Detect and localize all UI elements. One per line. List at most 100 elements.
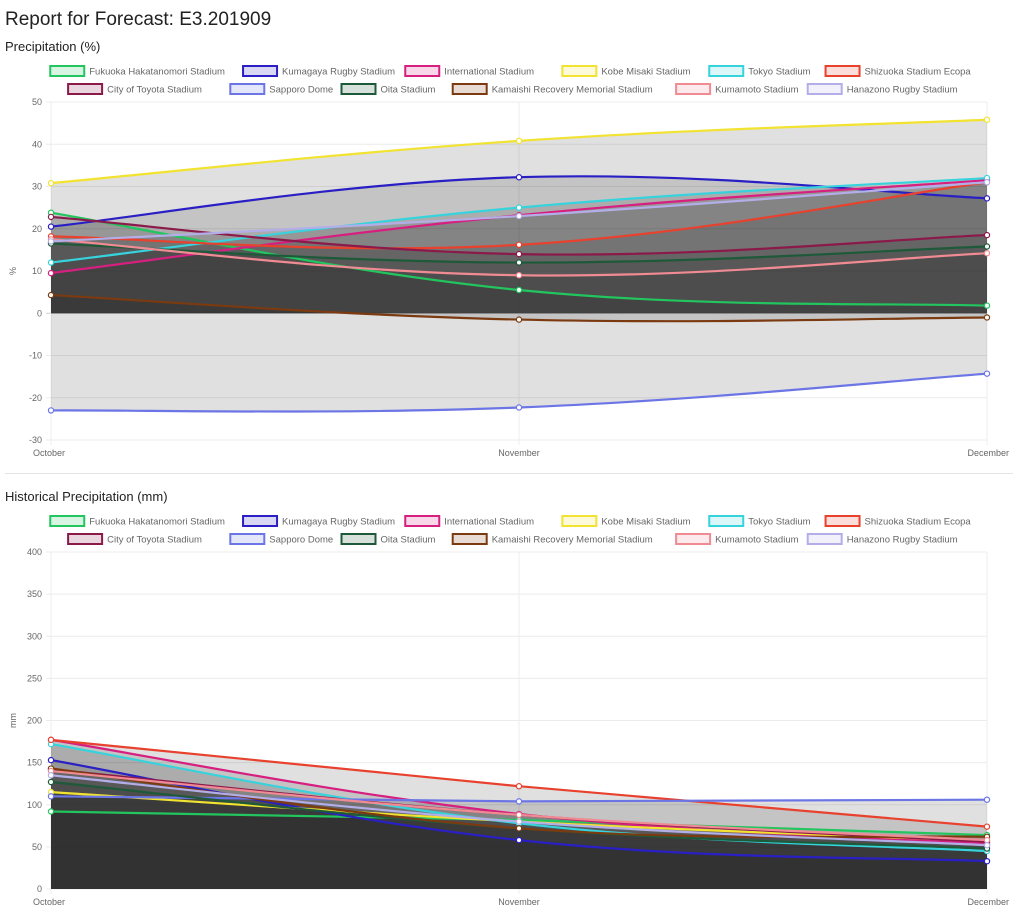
- data-point[interactable]: [515, 259, 523, 266]
- data-point[interactable]: [47, 793, 55, 800]
- legend-label: Hanazono Rugby Stadium: [847, 85, 958, 96]
- legend-item-kumamoto-stadium[interactable]: Kumamoto Stadium: [675, 83, 799, 96]
- legend-label: Kobe Misaki Stadium: [601, 67, 690, 78]
- legend-item-kamaishi-recovery-memorial-stadium[interactable]: Kamaishi Recovery Memorial Stadium: [451, 83, 653, 96]
- data-point[interactable]: [47, 238, 55, 245]
- y-tick-label: 30: [32, 182, 42, 192]
- data-point[interactable]: [47, 269, 55, 277]
- legend-label: Kumagaya Rugby Stadium: [282, 67, 395, 78]
- data-point[interactable]: [983, 370, 991, 377]
- legend-item-fukuoka-hakatanomori-stadium[interactable]: Fukuoka Hakatanomori Stadium: [49, 515, 225, 528]
- data-point[interactable]: [515, 241, 523, 249]
- legend-item-kamaishi-recovery-memorial-stadium[interactable]: Kamaishi Recovery Memorial Stadium: [451, 533, 653, 546]
- data-point[interactable]: [983, 231, 991, 239]
- legend-item-city-of-toyota-stadium[interactable]: City of Toyota Stadium: [67, 533, 202, 546]
- data-point[interactable]: [983, 116, 991, 123]
- data-point[interactable]: [515, 137, 523, 145]
- data-point[interactable]: [515, 250, 523, 258]
- data-point[interactable]: [515, 316, 523, 323]
- data-point[interactable]: [983, 314, 991, 321]
- data-point[interactable]: [47, 772, 55, 779]
- legend-swatch: [806, 83, 843, 95]
- data-point[interactable]: [983, 796, 991, 803]
- legend-item-kumamoto-stadium[interactable]: Kumamoto Stadium: [675, 533, 799, 546]
- x-tick-label: November: [498, 897, 540, 907]
- data-point[interactable]: [47, 778, 55, 786]
- chart-title-historical: Historical Precipitation (mm): [5, 489, 168, 504]
- y-tick-label: 50: [32, 842, 42, 852]
- legend-item-sapporo-dome[interactable]: Sapporo Dome: [229, 83, 333, 96]
- legend-swatch: [561, 65, 598, 77]
- legend-item-hanazono-rugby-stadium[interactable]: Hanazono Rugby Stadium: [806, 83, 958, 96]
- legend-item-tokyo-stadium[interactable]: Tokyo Stadium: [708, 65, 811, 78]
- legend-item-shizuoka-stadium-ecopa[interactable]: Shizuoka Stadium Ecopa: [824, 515, 972, 528]
- series-area-kumagaya-rugby-stadium: [51, 760, 987, 889]
- data-point[interactable]: [515, 836, 523, 844]
- data-point[interactable]: [983, 195, 991, 202]
- legend-item-kobe-misaki-stadium[interactable]: Kobe Misaki Stadium: [561, 515, 691, 528]
- data-point[interactable]: [47, 223, 55, 230]
- data-point[interactable]: [515, 212, 523, 220]
- legend-item-sapporo-dome[interactable]: Sapporo Dome: [229, 533, 333, 546]
- y-tick-label: 400: [27, 547, 42, 557]
- x-tick-label: October: [33, 897, 65, 907]
- data-point[interactable]: [515, 818, 523, 825]
- y-tick-label: 0: [37, 884, 42, 894]
- legend-swatch: [49, 65, 86, 77]
- data-point[interactable]: [47, 736, 55, 744]
- data-point[interactable]: [515, 286, 523, 294]
- legend-item-oita-stadium[interactable]: Oita Stadium: [340, 533, 436, 546]
- legend-item-kumagaya-rugby-stadium[interactable]: Kumagaya Rugby Stadium: [242, 65, 395, 78]
- data-point[interactable]: [47, 407, 55, 414]
- legend-item-international-stadium[interactable]: International Stadium: [404, 515, 534, 528]
- data-point[interactable]: [983, 857, 991, 865]
- data-point[interactable]: [515, 404, 523, 411]
- data-point[interactable]: [515, 798, 523, 805]
- legend-label: Tokyo Stadium: [748, 517, 810, 528]
- data-point[interactable]: [515, 204, 523, 211]
- series-area-sapporo-dome: [51, 313, 987, 412]
- y-tick-label: 150: [27, 758, 42, 768]
- data-point[interactable]: [983, 841, 991, 849]
- legend-item-oita-stadium[interactable]: Oita Stadium: [340, 83, 436, 96]
- data-point[interactable]: [47, 808, 55, 815]
- x-tick-label: October: [33, 448, 65, 458]
- legend-swatch: [229, 533, 266, 545]
- legend-label: Kobe Misaki Stadium: [601, 517, 690, 528]
- legend-item-international-stadium[interactable]: International Stadium: [404, 65, 534, 78]
- legend-swatch: [708, 65, 745, 77]
- data-point[interactable]: [983, 836, 991, 844]
- data-point[interactable]: [47, 213, 55, 221]
- x-tick-label: November: [498, 448, 540, 458]
- data-point[interactable]: [47, 259, 55, 266]
- series-area-fukuoka-hakatanomori-stadium: [51, 212, 987, 314]
- legend-swatch: [404, 65, 441, 77]
- data-point[interactable]: [983, 243, 991, 250]
- legend-swatch: [675, 83, 712, 95]
- data-point[interactable]: [515, 783, 523, 790]
- data-point[interactable]: [515, 811, 523, 819]
- data-point[interactable]: [983, 179, 991, 186]
- data-point[interactable]: [983, 250, 991, 257]
- data-point[interactable]: [515, 174, 523, 181]
- legend-label: Shizuoka Stadium Ecopa: [865, 67, 972, 78]
- legend-swatch: [451, 533, 488, 545]
- data-point[interactable]: [515, 272, 523, 279]
- legend-item-kumagaya-rugby-stadium[interactable]: Kumagaya Rugby Stadium: [242, 515, 395, 528]
- legend-item-shizuoka-stadium-ecopa[interactable]: Shizuoka Stadium Ecopa: [824, 65, 972, 78]
- legend-item-city-of-toyota-stadium[interactable]: City of Toyota Stadium: [67, 83, 202, 96]
- precipitation-chart: Fukuoka Hakatanomori Stadium Kumagaya Rug…: [8, 65, 1009, 458]
- data-point[interactable]: [983, 302, 991, 309]
- legend-swatch: [242, 65, 279, 77]
- data-point[interactable]: [47, 756, 55, 764]
- legend-item-tokyo-stadium[interactable]: Tokyo Stadium: [708, 515, 811, 528]
- y-tick-label: 300: [27, 631, 42, 641]
- legend-item-kobe-misaki-stadium[interactable]: Kobe Misaki Stadium: [561, 65, 691, 78]
- data-point[interactable]: [47, 179, 55, 187]
- legend-label: Shizuoka Stadium Ecopa: [865, 517, 972, 528]
- legend-item-hanazono-rugby-stadium[interactable]: Hanazono Rugby Stadium: [806, 533, 958, 546]
- data-point[interactable]: [983, 823, 991, 830]
- legend-item-fukuoka-hakatanomori-stadium[interactable]: Fukuoka Hakatanomori Stadium: [49, 65, 225, 78]
- data-point[interactable]: [515, 825, 523, 832]
- data-point[interactable]: [47, 291, 55, 299]
